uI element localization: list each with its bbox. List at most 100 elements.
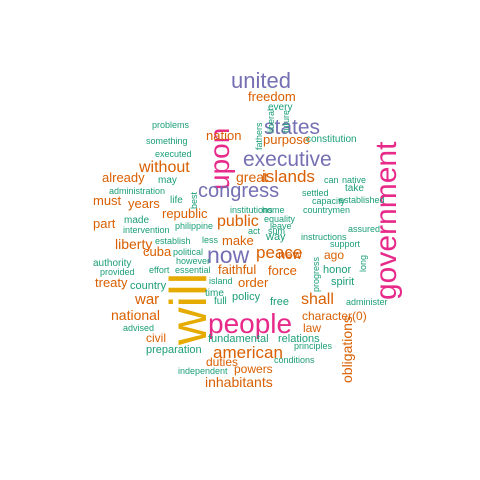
word: ago [324,248,344,262]
word: civil [146,331,166,345]
word: authority [93,258,131,269]
word: provided [100,267,135,277]
word: united [231,68,291,93]
word: effort [149,265,170,275]
word: now [207,242,250,268]
word: years [128,196,160,211]
word: country [130,280,167,292]
word: inhabitants [205,374,273,390]
word: sum [268,226,285,236]
word: administer [346,297,388,307]
word: executive [243,148,332,171]
word: established [339,195,385,205]
word: advised [123,323,154,333]
word: free [270,296,289,308]
word: can [324,175,339,185]
word: progress [311,256,321,292]
word: treaty [95,275,128,290]
word: part [93,216,116,231]
word: faithful [218,262,256,277]
word: take [345,183,364,194]
word: duties [206,355,238,369]
word: constitution [306,134,357,145]
word: will [160,273,218,346]
word: establish [155,236,191,246]
word: purpose [263,132,310,147]
word: future [281,110,291,133]
word: preparation [146,344,202,356]
word: philippine [175,221,213,231]
word: nation [206,128,241,143]
word: cuba [143,244,172,259]
word: congress [198,180,279,202]
word: peace [256,243,302,262]
word: made [124,215,149,226]
word: islands [262,167,315,186]
word: character(0) [302,309,367,323]
word: republic [162,206,208,221]
word: act [248,226,261,236]
word: liberty [115,236,152,252]
word: national [111,307,160,323]
word: political [173,247,203,257]
word: without [138,159,190,176]
word: home [262,205,285,215]
word: people [208,308,292,339]
word: obligations [339,316,355,383]
word: must [93,193,122,208]
word: capacity [312,196,346,206]
word: assured [348,224,380,234]
word: fathers [254,122,264,150]
word: freedom [248,89,296,104]
word: new [278,247,302,262]
word: liberal [266,109,276,133]
word: something [146,136,188,146]
word: war [134,291,159,308]
word: public [217,213,259,230]
word: order [238,275,269,290]
word: native [342,175,366,185]
word: powers [234,362,273,376]
word: policy [232,291,261,303]
word: force [268,263,297,278]
word: independent [178,366,228,376]
word: principles [294,341,333,351]
word: time [205,288,224,299]
word: essential [175,265,211,275]
word: countrymen [303,205,350,215]
word: american [213,343,283,362]
word: shall [301,291,334,308]
word: intervention [123,225,170,235]
word: make [222,233,254,248]
word: problems [152,120,190,130]
word: states [264,116,320,139]
word: government [370,141,403,300]
word: honor [323,264,351,276]
word: relations [278,333,320,345]
word: may [158,175,177,186]
word: full [214,296,227,307]
word: conditions [274,355,315,365]
word: equality [264,214,296,224]
word: executed [155,149,192,159]
word: however [176,256,210,266]
word: leave [270,221,292,231]
word: island [209,276,233,286]
word: fundamental [208,333,269,345]
word: instructions [301,232,347,242]
word: great [236,169,268,185]
word: law [303,321,321,335]
word: best [189,191,199,209]
word: spirit [331,276,354,288]
word: support [330,239,361,249]
word: way [265,231,286,243]
word: upon [204,128,235,190]
word: institutions [230,205,273,215]
word: administration [109,186,165,196]
word: less [202,235,219,245]
word: every [268,102,292,113]
word: already [102,170,145,185]
word: life [170,195,183,206]
